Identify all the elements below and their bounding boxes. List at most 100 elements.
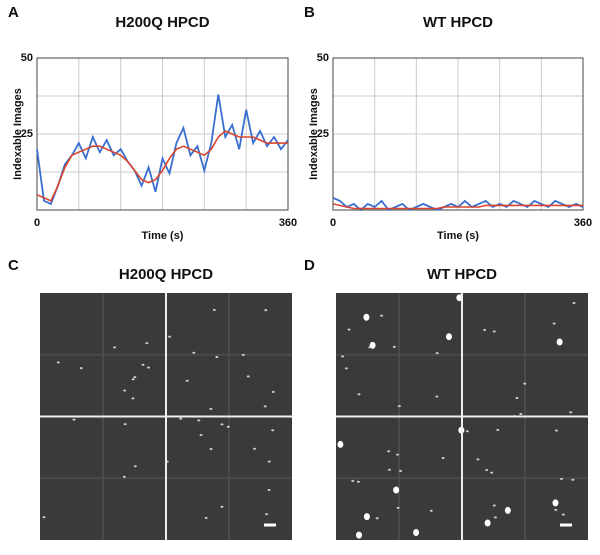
particle — [72, 418, 76, 421]
particle — [387, 468, 391, 471]
panel-label: D — [304, 257, 315, 274]
particle — [123, 423, 127, 426]
particle — [131, 397, 135, 400]
particle — [571, 478, 575, 481]
x-tick-label: 360 — [279, 217, 297, 229]
y-axis-label: Indexable Images — [308, 88, 320, 180]
particle — [552, 322, 556, 325]
particle — [122, 475, 126, 478]
particle — [263, 405, 267, 408]
particle — [133, 376, 137, 379]
particle — [56, 361, 60, 364]
particle — [399, 469, 403, 472]
image-title: WT HPCD — [427, 266, 497, 283]
particle — [569, 411, 573, 414]
particle — [368, 346, 372, 349]
particle — [561, 513, 565, 516]
particle — [552, 499, 559, 507]
chart-title: H200Q HPCD — [115, 14, 209, 31]
panel-label: C — [8, 257, 19, 274]
particle — [226, 425, 230, 428]
particle — [484, 519, 491, 527]
particle — [490, 471, 494, 474]
particle — [209, 447, 213, 450]
particle — [363, 313, 370, 321]
particle — [241, 353, 245, 356]
particle — [356, 480, 360, 483]
x-tick-label: 0 — [34, 217, 40, 229]
particle — [145, 342, 149, 345]
particle — [429, 509, 433, 512]
particle — [363, 513, 370, 521]
x-tick-label: 360 — [574, 217, 592, 229]
particle — [485, 469, 489, 472]
particle — [215, 356, 219, 359]
particle — [267, 460, 271, 463]
panel-label: B — [304, 4, 315, 21]
micrograph — [40, 293, 292, 540]
particle — [393, 486, 400, 494]
particle — [133, 465, 137, 468]
particle — [519, 412, 523, 415]
particle — [123, 389, 127, 392]
particle — [554, 429, 558, 432]
particle — [220, 505, 224, 508]
particle — [197, 419, 201, 422]
particle — [572, 302, 576, 305]
y-tick-label: 25 — [21, 128, 33, 140]
particle — [492, 330, 496, 333]
particle — [445, 333, 452, 341]
particle — [476, 458, 480, 461]
particle — [113, 346, 117, 349]
particle — [265, 513, 269, 516]
data-line — [36, 94, 289, 206]
particle — [79, 367, 83, 370]
particle — [246, 375, 250, 378]
particle — [271, 390, 275, 393]
particle — [504, 506, 511, 514]
particle — [131, 378, 135, 381]
particle — [554, 508, 558, 511]
image-title: H200Q HPCD — [119, 266, 213, 283]
chart-title: WT HPCD — [423, 14, 493, 31]
y-axis-label: Indexable Images — [12, 88, 24, 180]
particle — [168, 335, 172, 338]
particle — [253, 447, 257, 450]
data-line — [36, 130, 288, 202]
x-axis-label: Time (s) — [437, 230, 479, 242]
particle — [559, 477, 563, 480]
particle — [397, 405, 401, 408]
particle — [435, 395, 439, 398]
micrograph — [336, 293, 588, 540]
particle — [344, 367, 348, 370]
particle — [347, 328, 351, 331]
particle — [147, 366, 151, 369]
particle — [185, 379, 189, 382]
particle — [212, 308, 216, 311]
particle — [357, 393, 361, 396]
particle — [396, 506, 400, 509]
particle — [199, 434, 203, 437]
particle — [204, 516, 208, 519]
particle — [209, 407, 213, 410]
x-tick-label: 0 — [330, 217, 336, 229]
particle — [523, 382, 527, 385]
particle — [271, 429, 275, 432]
particle — [42, 516, 46, 519]
particle — [456, 294, 463, 302]
particle — [341, 355, 345, 358]
x-axis-label: Time (s) — [142, 230, 184, 242]
plot-frame — [332, 57, 584, 211]
particle — [351, 479, 355, 482]
data-line — [332, 203, 583, 210]
particle — [192, 351, 196, 354]
particle — [179, 417, 183, 420]
plot-frame — [36, 57, 289, 211]
panel-label: A — [8, 4, 19, 21]
particle — [515, 397, 519, 400]
particle — [392, 345, 396, 348]
particle — [356, 531, 363, 539]
particle — [441, 457, 445, 460]
particle — [375, 517, 379, 520]
